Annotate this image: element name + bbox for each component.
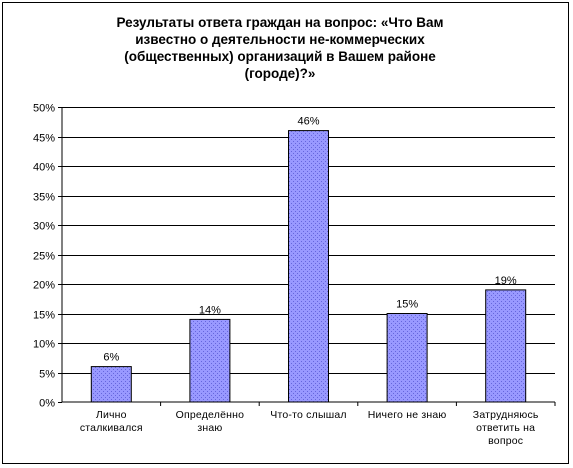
- data-label: 46%: [297, 116, 319, 128]
- x-tick-label: вопрос: [488, 435, 523, 447]
- chart-title: Результаты ответа граждан на вопрос: «Чт…: [116, 15, 444, 81]
- data-label: 19%: [495, 275, 517, 287]
- x-tick-label: Что-то слышал: [270, 409, 346, 421]
- bar: [189, 318, 231, 403]
- y-tick-label: 5%: [39, 369, 55, 381]
- x-tick-label: Определённо: [176, 409, 245, 421]
- x-tick-label: Лично: [96, 409, 127, 421]
- bar: [386, 313, 428, 403]
- y-tick-label: 0%: [39, 398, 55, 410]
- x-tick-label: знаю: [197, 422, 222, 434]
- y-tick-label: 40%: [33, 162, 55, 174]
- y-tick-label: 35%: [33, 192, 55, 204]
- y-tick-label: 50%: [33, 103, 55, 115]
- y-tick-label: 25%: [33, 251, 55, 263]
- data-label: 14%: [199, 304, 221, 316]
- x-tick-label: ответить на: [476, 422, 535, 434]
- y-tick-label: 45%: [33, 133, 55, 145]
- bar: [90, 366, 132, 403]
- x-tick-label: Ничего не знаю: [368, 409, 447, 421]
- y-tick-label: 15%: [33, 310, 55, 322]
- x-tick-label: Затрудняюсь: [473, 409, 539, 421]
- y-tick-label: 30%: [33, 221, 55, 233]
- x-tick-label: сталкивался: [80, 422, 143, 434]
- bar: [288, 130, 329, 403]
- y-tick-label: 10%: [33, 339, 55, 351]
- data-label: 6%: [103, 352, 119, 364]
- y-tick-label: 20%: [33, 280, 55, 292]
- data-label: 15%: [396, 299, 418, 311]
- bar: [485, 289, 527, 403]
